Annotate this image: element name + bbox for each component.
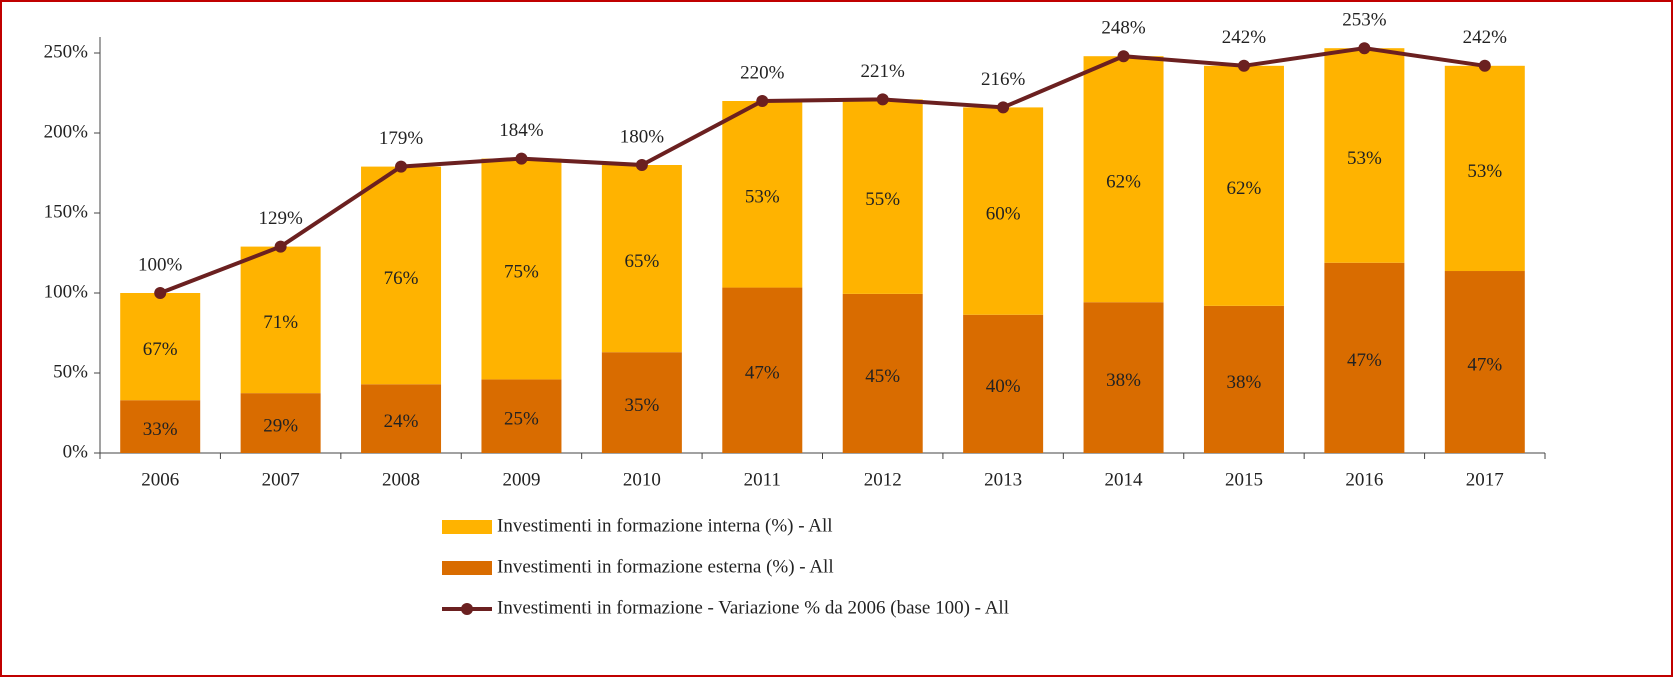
bar-label: 67% [143, 339, 178, 360]
line-label: 220% [740, 62, 785, 83]
line-label: 129% [258, 208, 303, 229]
bar-segment [1444, 65, 1525, 272]
x-tick-label: 2006 [141, 469, 179, 490]
y-tick-label: 50% [53, 361, 88, 382]
legend-swatch [461, 603, 473, 615]
x-tick-label: 2015 [1225, 469, 1263, 490]
bar-label: 33% [143, 419, 178, 440]
x-tick-label: 2011 [744, 469, 781, 490]
line-point [997, 101, 1010, 114]
bar-segment [963, 107, 1044, 315]
line-point [1478, 59, 1491, 72]
y-tick-label: 200% [44, 121, 89, 142]
bar-segment [963, 314, 1044, 453]
x-tick-label: 2012 [864, 469, 902, 490]
bar-label: 45% [865, 366, 900, 387]
legend-swatch [442, 561, 492, 575]
bar-label: 47% [1347, 350, 1382, 371]
line-point [1237, 59, 1250, 72]
bar-label: 75% [504, 261, 539, 282]
line-point [154, 287, 167, 299]
bar-segment [842, 293, 923, 453]
y-tick-label: 100% [44, 281, 89, 302]
line-point [635, 159, 648, 171]
line-label: 184% [499, 120, 544, 141]
line-label: 242% [1463, 27, 1508, 48]
legend-label: Investimenti in formazione - Variazione … [497, 597, 1009, 618]
line-label: 180% [620, 126, 665, 147]
bar-label: 53% [745, 187, 780, 208]
bar-segment [842, 99, 923, 294]
bar-label: 62% [1227, 178, 1262, 199]
bar-label: 55% [865, 189, 900, 210]
bar-segment [1324, 262, 1405, 453]
bar-segment [722, 287, 803, 453]
line-point [1358, 42, 1371, 55]
bar-label: 40% [986, 376, 1021, 397]
legend-swatch [442, 520, 492, 534]
bar-label: 38% [1227, 372, 1262, 393]
bar-segment [722, 101, 803, 288]
bar-label: 47% [745, 363, 780, 384]
line-point [1117, 50, 1130, 63]
x-tick-label: 2016 [1345, 469, 1383, 490]
line-point [274, 240, 287, 253]
line-point [876, 93, 889, 106]
bar-segment [481, 379, 562, 453]
line-label: 248% [1101, 18, 1146, 39]
bar-label: 38% [1106, 370, 1141, 391]
y-tick-label: 250% [44, 41, 89, 62]
x-tick-label: 2017 [1466, 469, 1504, 490]
line-label: 100% [138, 254, 183, 275]
line-label: 253% [1342, 10, 1387, 31]
bar-segment [601, 165, 682, 353]
bar-segment [1083, 56, 1164, 303]
bar-segment [240, 393, 321, 453]
bar-label: 62% [1106, 172, 1141, 193]
bar-label: 47% [1467, 354, 1502, 375]
x-tick-label: 2014 [1105, 469, 1144, 490]
line-point [515, 152, 528, 165]
bar-label: 29% [263, 415, 298, 436]
line-label: 242% [1222, 27, 1267, 48]
x-tick-label: 2008 [382, 469, 420, 490]
bar-label: 25% [504, 409, 539, 430]
legend-label: Investimenti in formazione esterna (%) -… [497, 556, 834, 577]
bar-label: 60% [986, 203, 1021, 224]
bar-segment [361, 384, 442, 453]
bar-label: 53% [1467, 161, 1502, 182]
bar-segment [1324, 48, 1405, 263]
bar-label: 76% [384, 268, 419, 289]
bar-segment [1203, 65, 1284, 306]
bar-segment [120, 400, 201, 453]
line-point [395, 160, 408, 173]
bar-segment [361, 166, 442, 385]
line-label: 216% [981, 69, 1026, 90]
x-tick-label: 2013 [984, 469, 1022, 490]
y-tick-label: 0% [63, 441, 89, 462]
x-tick-label: 2007 [262, 469, 300, 490]
x-tick-label: 2009 [502, 469, 540, 490]
line-label: 179% [379, 128, 424, 149]
y-tick-label: 150% [44, 201, 89, 222]
line-point [756, 95, 769, 107]
bar-label: 65% [624, 251, 659, 272]
bar-label: 71% [263, 312, 298, 333]
bar-segment [120, 293, 201, 401]
bar-segment [240, 246, 321, 394]
bar-label: 53% [1347, 148, 1382, 169]
bar-segment [601, 352, 682, 453]
bar-segment [1444, 271, 1525, 453]
bar-segment [1203, 305, 1284, 453]
x-tick-label: 2010 [623, 469, 661, 490]
line [159, 46, 1486, 295]
bar-label: 35% [624, 395, 659, 416]
legend-label: Investimenti in formazione interna (%) -… [497, 515, 833, 536]
bar-label: 24% [384, 411, 419, 432]
line-label: 221% [861, 61, 906, 82]
bar-segment [1083, 302, 1164, 453]
bar-segment [481, 158, 562, 380]
